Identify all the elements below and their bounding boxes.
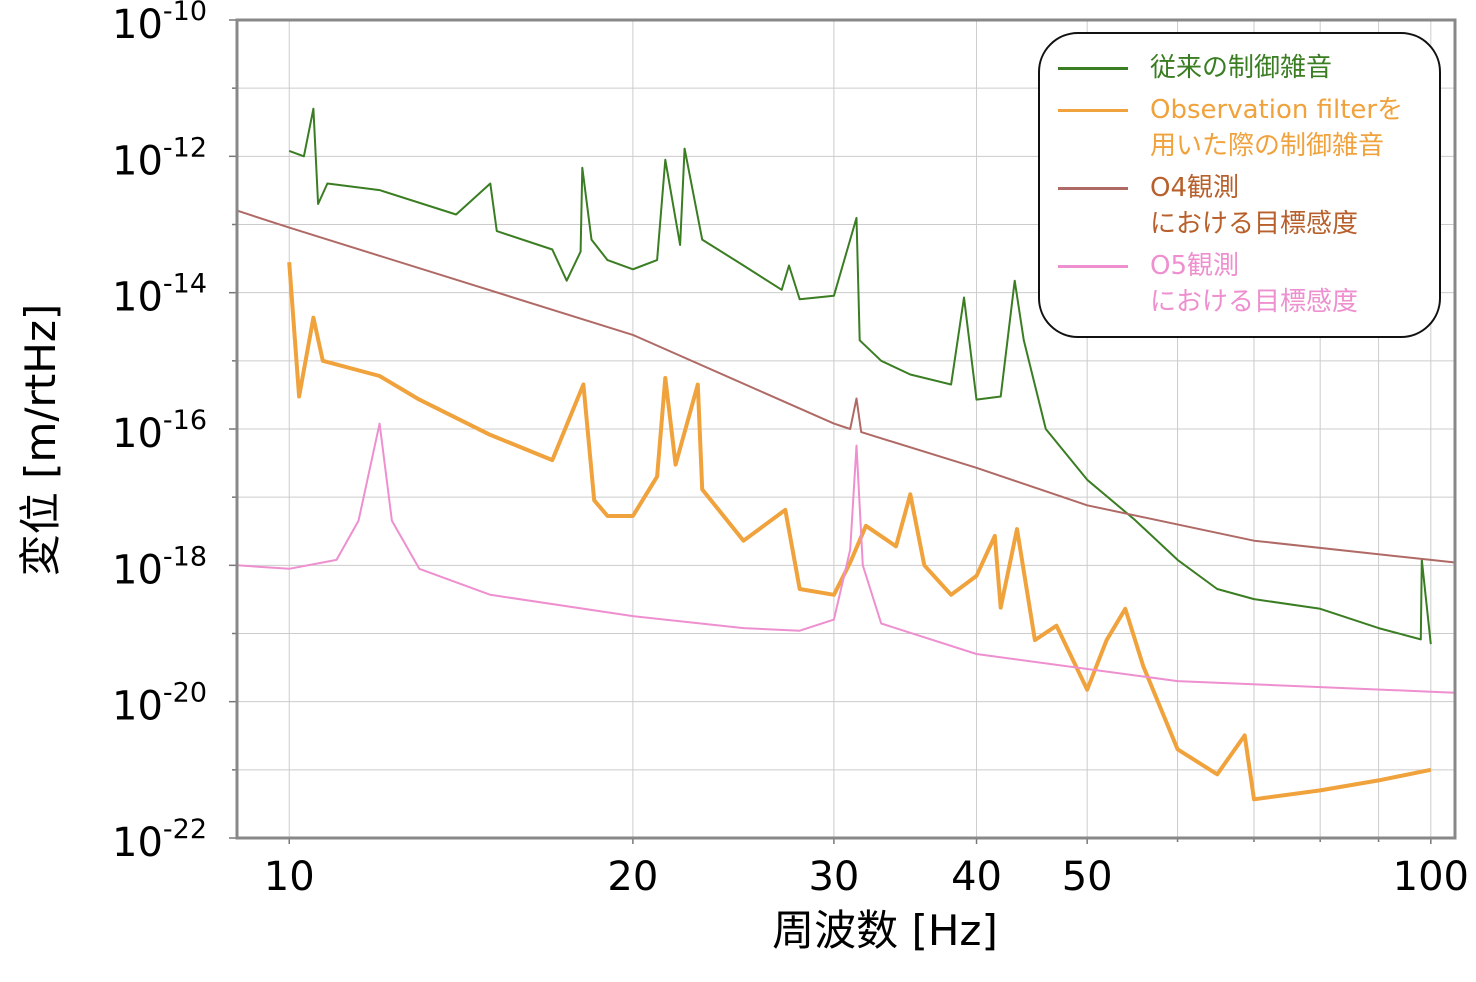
legend-item: O4観測 における目標感度	[1058, 170, 1429, 242]
legend-swatch	[1058, 109, 1128, 112]
series-line	[288, 107, 1432, 645]
legend-swatch	[1058, 67, 1128, 70]
legend-label: 従来の制御雑音	[1150, 53, 1333, 83]
x-tick-label: 100	[1393, 854, 1469, 900]
x-tick-label: 50	[1062, 854, 1113, 900]
y-tick-label: 10-18	[112, 541, 207, 593]
legend-label: O5観測 における目標感度	[1150, 251, 1359, 317]
y-tick-label: 10-16	[112, 405, 207, 457]
y-tick-label: 10-22	[112, 814, 207, 866]
legend-item: O5観測 における目標感度	[1058, 248, 1429, 320]
x-tick-label: 10	[264, 854, 315, 900]
x-tick-label: 40	[951, 854, 1002, 900]
y-tick-label: 10-10	[112, 0, 207, 48]
legend-label: O4観測 における目標感度	[1150, 173, 1359, 239]
series-line	[287, 262, 1432, 802]
legend-item: 従来の制御雑音	[1058, 50, 1429, 86]
y-tick-label: 10-12	[112, 132, 207, 184]
legend: 従来の制御雑音 Observation filterを 用いた際の制御雑音 O4観測…	[1038, 32, 1441, 338]
y-axis-label: 変位 [m/rtHz]	[16, 304, 65, 577]
legend-swatch	[1058, 187, 1128, 190]
x-tick-label: 20	[607, 854, 658, 900]
x-axis-label: 周波数 [Hz]	[772, 906, 998, 955]
legend-label: Observation filterを 用いた際の制御雑音	[1150, 95, 1404, 161]
y-tick-label: 10-14	[112, 269, 207, 321]
y-tick-label: 10-20	[112, 678, 207, 730]
x-tick-label: 30	[808, 854, 859, 900]
series-line	[236, 422, 1456, 694]
legend-item: Observation filterを 用いた際の制御雑音	[1058, 92, 1429, 164]
series-line	[236, 209, 1456, 564]
plot-frame	[235, 18, 1457, 840]
legend-swatch	[1058, 265, 1128, 268]
